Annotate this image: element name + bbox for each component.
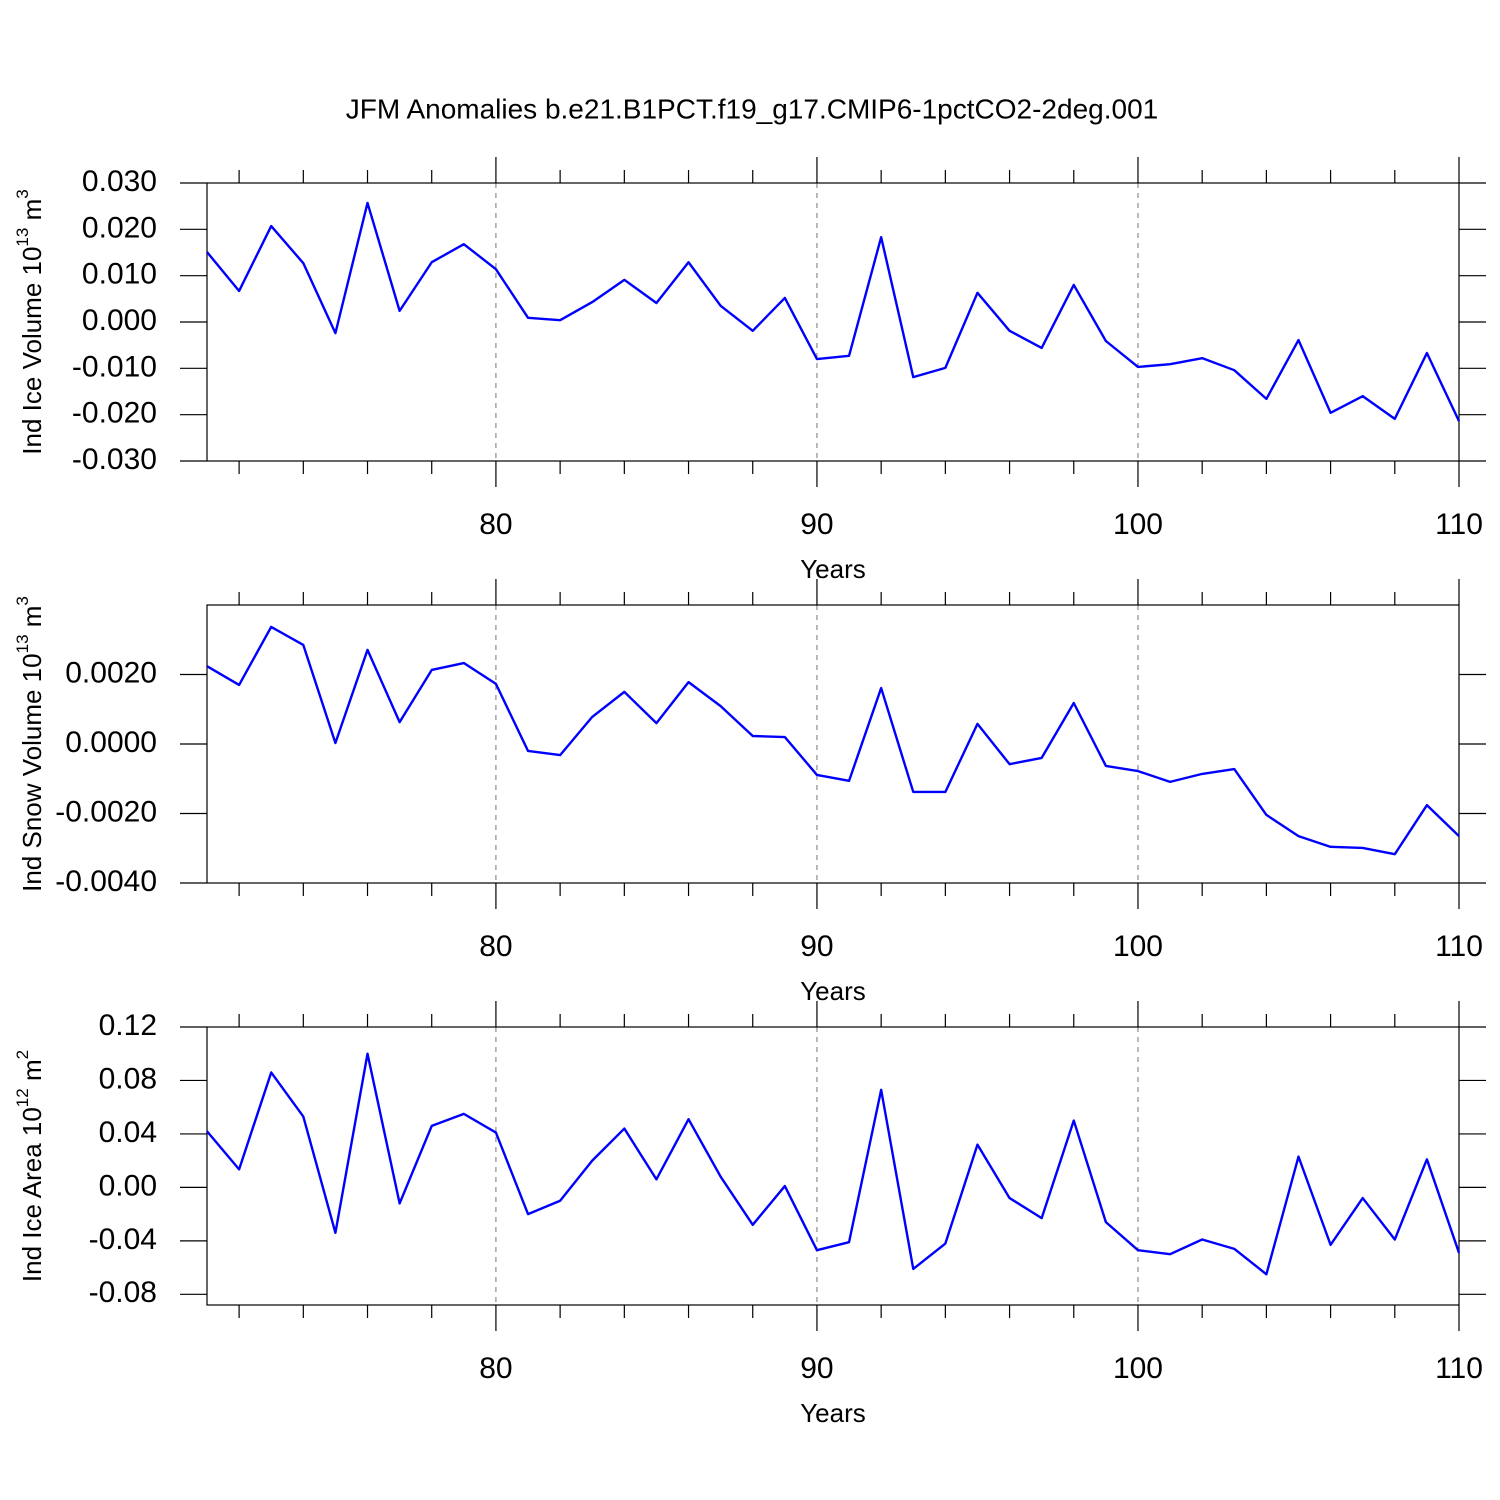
y-axis-title-superscript: 2	[13, 1050, 32, 1059]
y-tick-label: 0.00	[99, 1169, 157, 1202]
y-tick-label: -0.0020	[55, 795, 157, 828]
plot-frame	[206, 182, 1460, 462]
x-tick-label: 90	[800, 930, 833, 963]
y-axis-title-superscript: 3	[13, 189, 32, 198]
y-tick-label: -0.020	[72, 397, 157, 430]
y-axis-title-part: m	[17, 199, 47, 228]
y-tick-label: -0.030	[72, 443, 157, 476]
y-tick-label: 0.020	[82, 211, 157, 244]
x-tick-label: 100	[1113, 508, 1163, 541]
plot-frame	[206, 1026, 1460, 1306]
x-tick-label: 80	[479, 1352, 512, 1385]
y-axis-title-part: Ind Ice Volume 10	[17, 247, 47, 455]
y-axis-title-part: Ind Ice Area 10	[17, 1107, 47, 1282]
data-line	[206, 625, 1460, 856]
x-axis-title: Years	[800, 1398, 866, 1428]
y-axis-title: Ind Snow Volume 1013 m3	[13, 596, 46, 892]
x-tick-label: 100	[1113, 1352, 1163, 1385]
x-tick-label: 80	[479, 930, 512, 963]
y-tick-label: 0.12	[99, 1009, 157, 1042]
y-tick-label: 0.030	[82, 165, 157, 198]
y-axis-title: Ind Ice Area 1012 m2	[13, 1050, 46, 1282]
x-tick-label: 100	[1113, 930, 1163, 963]
x-axis-title: Years	[800, 976, 866, 1006]
x-tick-label: 80	[479, 508, 512, 541]
y-tick-label: 0.010	[82, 258, 157, 291]
y-axis-title-part: m	[17, 1059, 47, 1088]
data-line	[206, 201, 1461, 422]
x-tick-label: 90	[800, 508, 833, 541]
y-tick-label: -0.0040	[55, 865, 157, 898]
y-axis-title-superscript: 3	[13, 596, 32, 605]
y-tick-label: 0.08	[99, 1062, 157, 1095]
data-line	[206, 1052, 1461, 1276]
y-tick-label: 0.0000	[65, 726, 157, 759]
x-tick-label: 110	[1435, 1352, 1483, 1385]
y-tick-label: -0.010	[72, 350, 157, 383]
y-axis-title-superscript: 13	[13, 634, 32, 653]
y-tick-label: -0.04	[89, 1223, 157, 1256]
y-axis-title-part: Ind Snow Volume 10	[17, 653, 47, 892]
y-axis-title: Ind Ice Volume 1013 m3	[13, 189, 46, 454]
x-tick-label: 110	[1435, 508, 1483, 541]
figure-title: JFM Anomalies b.e21.B1PCT.f19_g17.CMIP6-…	[346, 93, 1158, 124]
y-tick-label: 0.0020	[65, 656, 157, 689]
y-axis-title-superscript: 12	[13, 1088, 32, 1107]
y-tick-label: 0.000	[82, 304, 157, 337]
x-tick-label: 90	[800, 1352, 833, 1385]
y-axis-title-superscript: 13	[13, 228, 32, 247]
y-tick-label: 0.04	[99, 1116, 157, 1149]
x-axis-title: Years	[800, 554, 866, 584]
y-tick-label: -0.08	[89, 1276, 157, 1309]
y-axis-title-part: m	[17, 606, 47, 635]
x-tick-label: 110	[1435, 930, 1483, 963]
plot-frame	[206, 604, 1460, 884]
